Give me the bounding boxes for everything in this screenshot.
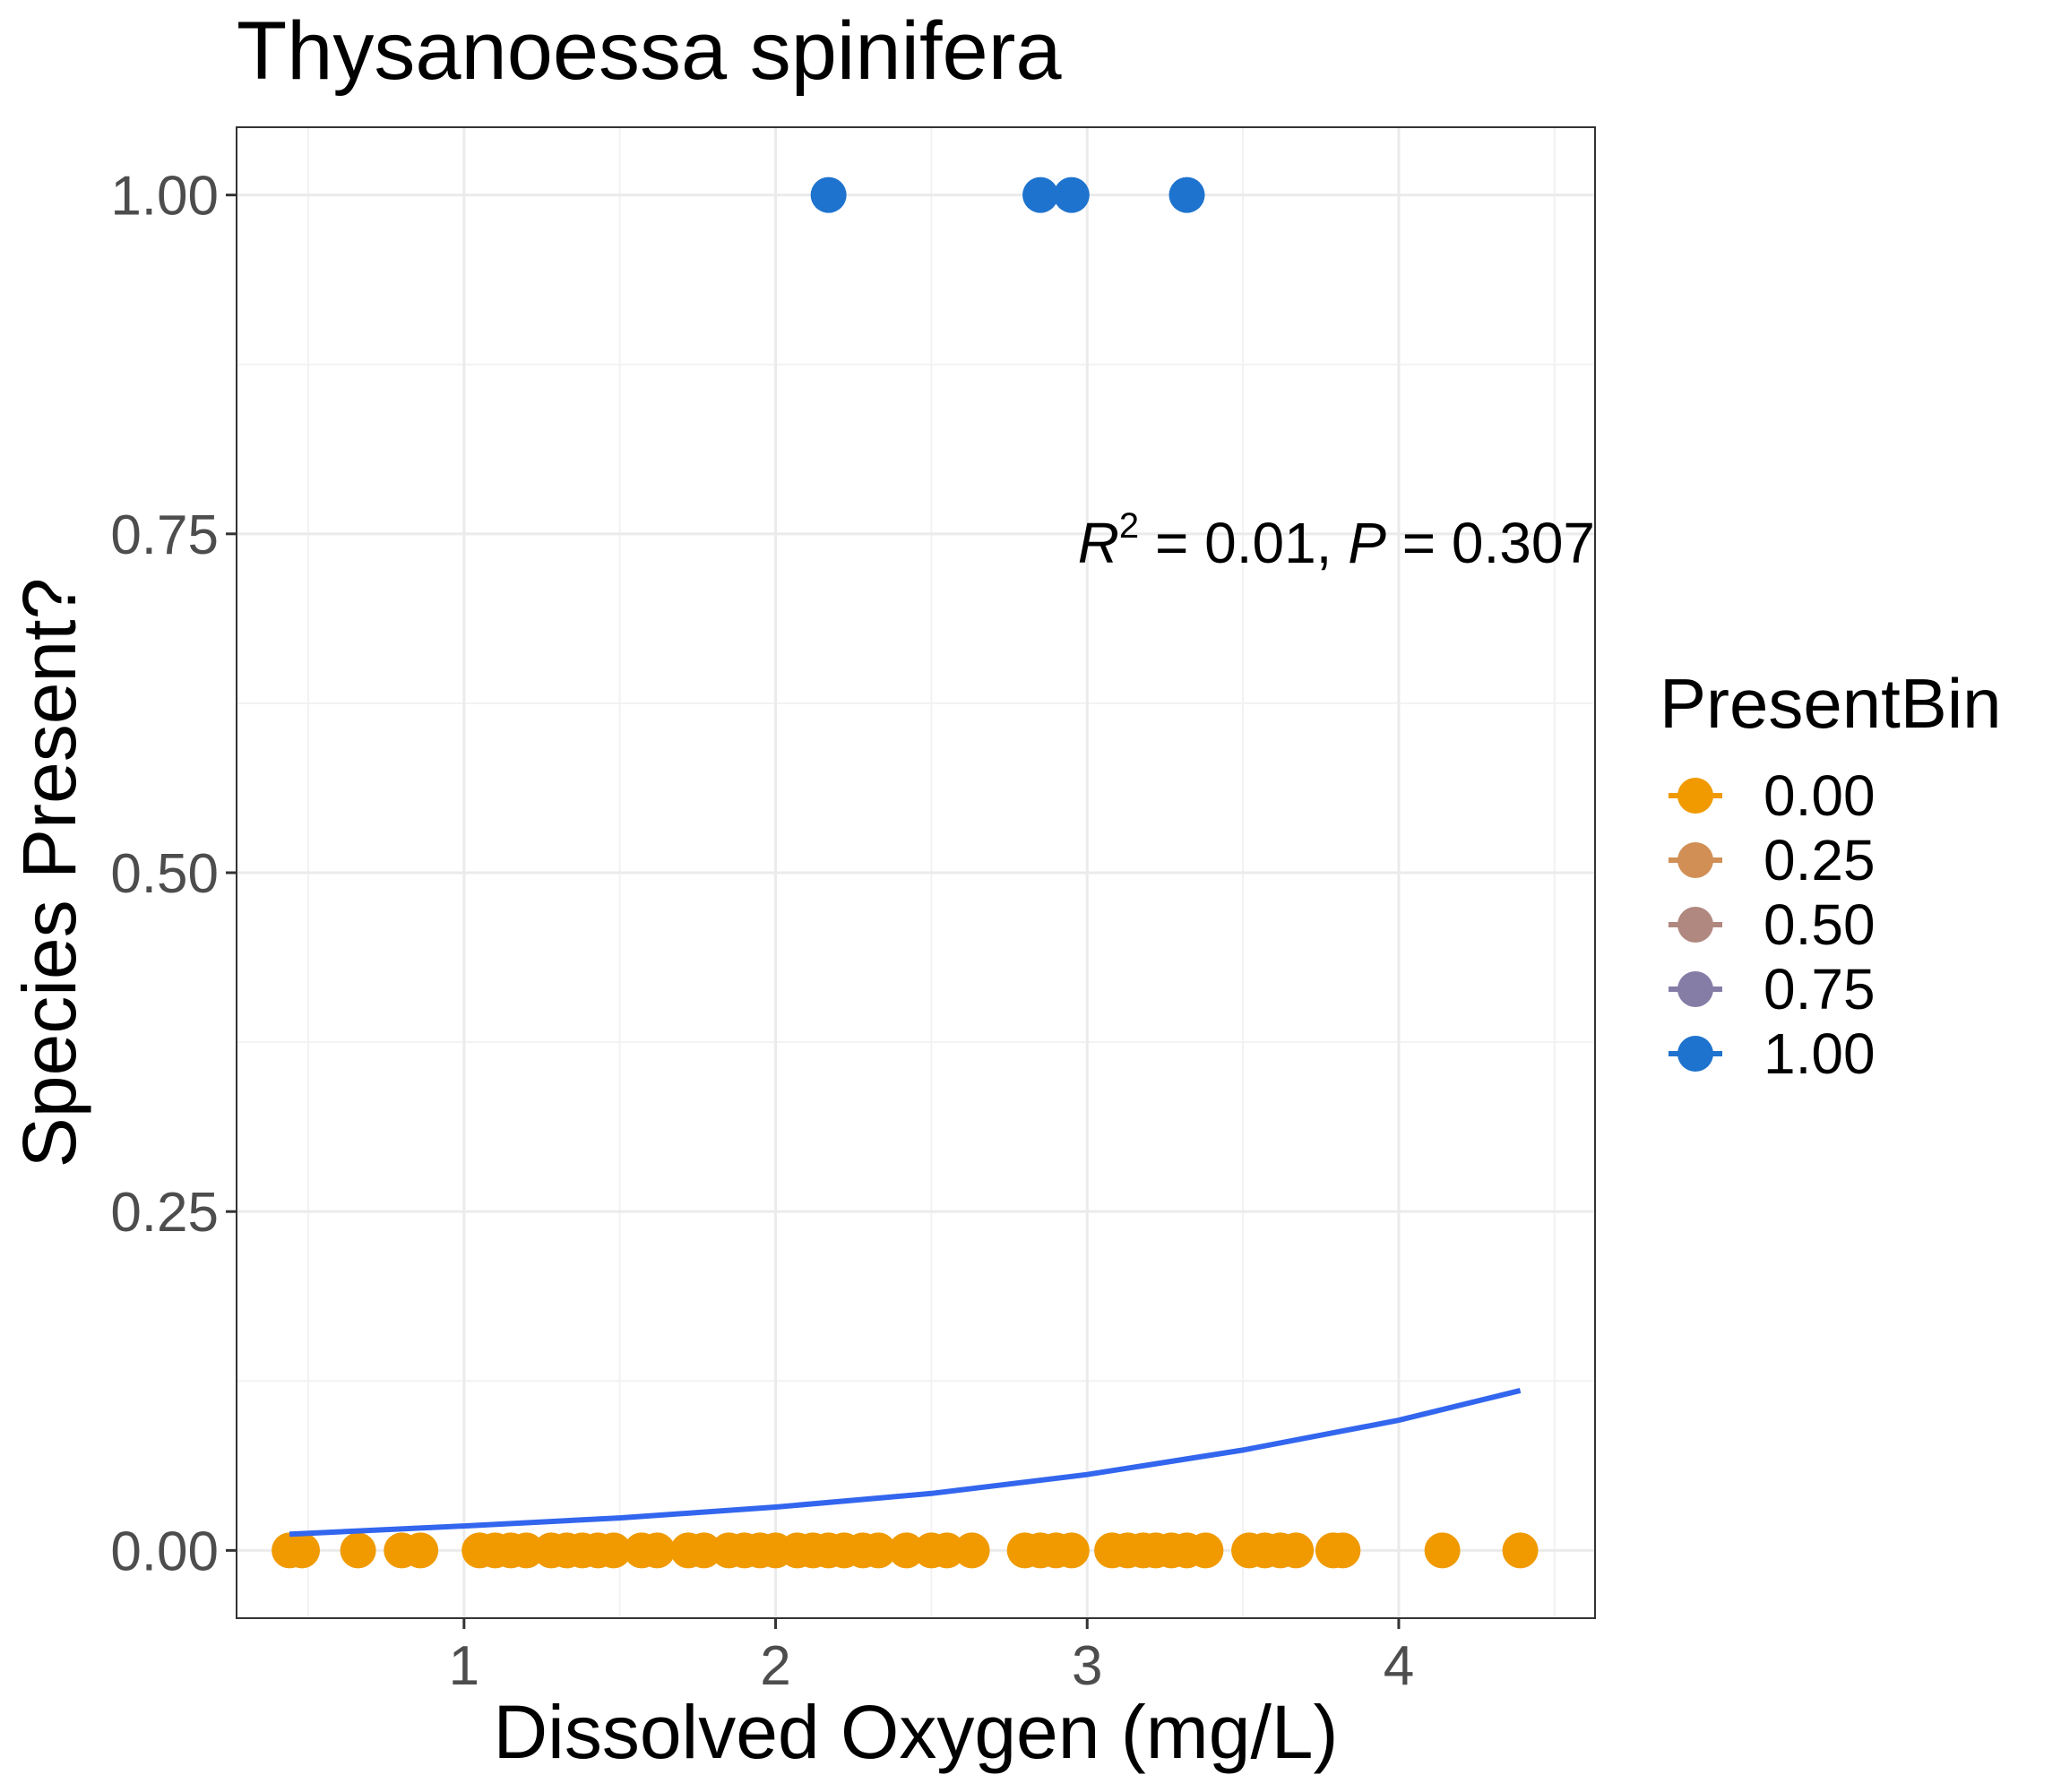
- legend-label: 0.75: [1763, 957, 1876, 1021]
- data-point: [595, 1532, 632, 1569]
- data-point: [953, 1532, 990, 1569]
- data-point: [1053, 1532, 1090, 1569]
- y-tick-label: 0.25: [110, 1182, 219, 1244]
- x-tick-label: 1: [449, 1635, 479, 1697]
- data-point: [1187, 1532, 1224, 1569]
- stats-annotation: R2 = 0.01, P = 0.307: [1078, 506, 1595, 575]
- data-point: [1324, 1532, 1361, 1569]
- fit-line: [289, 1387, 1522, 1538]
- legend-label: 0.00: [1763, 763, 1876, 828]
- data-point: [686, 1532, 722, 1569]
- data-point: [639, 1532, 676, 1569]
- legend-key-point: [1677, 971, 1713, 1007]
- r2-exponent: 2: [1119, 506, 1139, 546]
- data-point: [1168, 177, 1205, 213]
- data-point: [860, 1532, 897, 1569]
- x-axis: 1 2 3 4: [449, 1618, 1414, 1697]
- legend-title: PresentBin: [1660, 664, 2002, 743]
- legend-label: 1.00: [1763, 1021, 1876, 1086]
- points: [272, 177, 1539, 1569]
- data-point: [1053, 177, 1090, 213]
- legend-entries: 0.000.250.500.751.00: [1669, 763, 1876, 1086]
- data-point: [1424, 1532, 1461, 1569]
- data-point: [888, 1532, 925, 1569]
- data-point: [402, 1532, 439, 1569]
- data-point: [810, 177, 847, 213]
- legend-key-point: [1677, 907, 1713, 943]
- legend-key-point: [1677, 778, 1713, 814]
- r2-value: = 0.01,: [1139, 511, 1348, 575]
- y-axis-label: Species Present?: [7, 578, 91, 1167]
- x-tick-label: 3: [1072, 1635, 1102, 1697]
- x-axis-label: Dissolved Oxygen (mg/L): [494, 1690, 1339, 1774]
- data-point: [1278, 1532, 1315, 1569]
- data-point: [928, 1532, 965, 1569]
- data-point: [284, 1532, 321, 1569]
- data-point: [1502, 1532, 1539, 1569]
- legend-key-point: [1677, 842, 1713, 878]
- y-tick-label: 0.75: [110, 504, 219, 566]
- y-tick-label: 1.00: [110, 166, 219, 228]
- p-symbol: P: [1348, 511, 1386, 575]
- r2-symbol: R: [1078, 511, 1119, 575]
- y-axis: 0.00 0.25 0.50 0.75 1.00: [110, 166, 237, 1582]
- legend-label: 0.25: [1763, 828, 1876, 892]
- x-tick-label: 4: [1384, 1635, 1414, 1697]
- data-point: [508, 1532, 545, 1569]
- y-tick-label: 0.00: [110, 1521, 219, 1582]
- chart-title: Thysanoessa spinifera: [237, 5, 1062, 97]
- legend: PresentBin 0.000.250.500.751.00: [1660, 664, 2002, 1086]
- y-tick-label: 0.50: [110, 843, 219, 905]
- legend-key-point: [1677, 1036, 1713, 1072]
- legend-label: 0.50: [1763, 892, 1876, 957]
- x-tick-label: 2: [760, 1635, 790, 1697]
- data-point: [340, 1532, 376, 1569]
- p-value: = 0.307: [1386, 511, 1595, 575]
- data-point: [1022, 177, 1059, 213]
